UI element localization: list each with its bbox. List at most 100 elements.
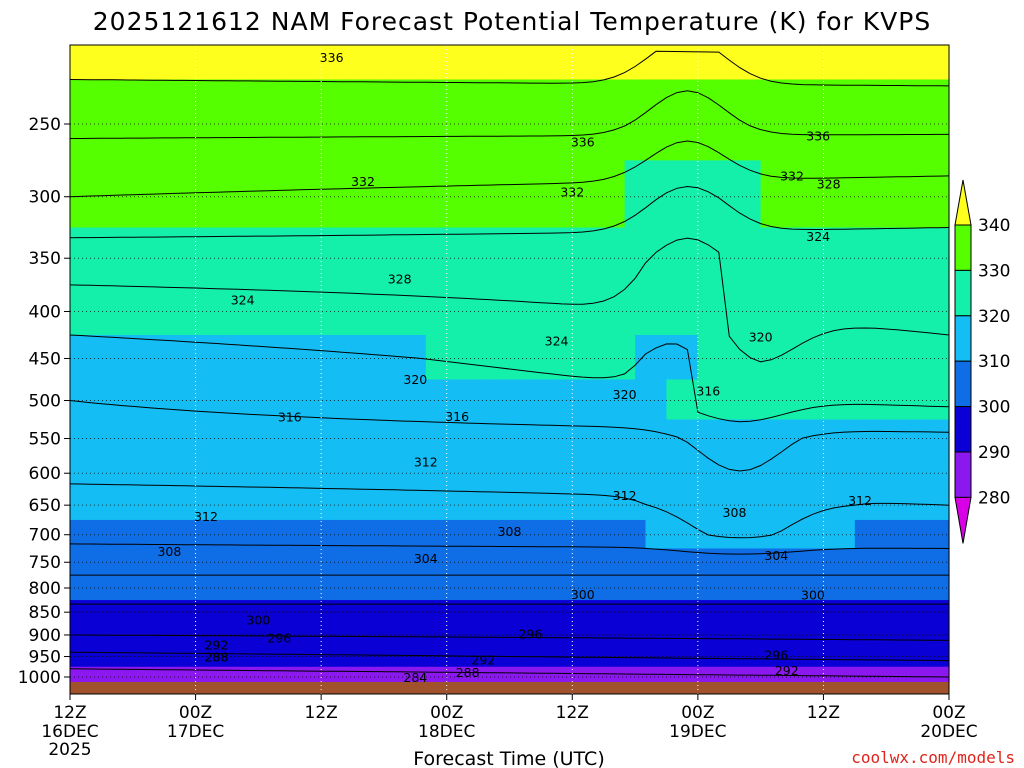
theta-cell (886, 284, 898, 336)
theta-cell (760, 284, 772, 336)
theta-cell (656, 79, 668, 161)
theta-cell (425, 79, 437, 161)
theta-cell (363, 334, 375, 381)
theta-cell (185, 160, 197, 229)
theta-cell (718, 548, 730, 576)
theta-cell (122, 489, 134, 521)
theta-cell (875, 419, 887, 457)
theta-cell (90, 227, 102, 286)
theta-cell (342, 645, 354, 668)
theta-cell (907, 379, 919, 421)
y-tick-label: 250 (29, 115, 61, 135)
theta-cell (394, 79, 406, 161)
theta-cell (802, 548, 814, 576)
theta-cell (331, 455, 343, 490)
theta-cell (185, 334, 197, 381)
theta-cell (656, 489, 668, 521)
theta-cell (645, 284, 657, 336)
theta-cell (247, 419, 259, 457)
theta-cell (247, 489, 259, 521)
theta-cell (896, 334, 908, 381)
theta-cell (268, 284, 280, 336)
theta-cell (708, 419, 720, 457)
theta-cell (708, 600, 720, 625)
theta-cell (614, 666, 626, 683)
theta-cell (226, 489, 239, 521)
theta-cell (509, 160, 521, 229)
theta-cell (164, 379, 176, 421)
theta-cell (635, 489, 647, 521)
theta-cell (226, 160, 239, 229)
theta-cell (928, 575, 940, 601)
theta-cell (153, 519, 165, 550)
theta-cell (530, 548, 542, 576)
theta-cell (143, 227, 155, 286)
theta-cell (875, 334, 887, 381)
theta-cell (750, 45, 762, 81)
theta-cell (488, 45, 500, 81)
theta-cell (331, 45, 343, 81)
theta-cell (70, 334, 82, 381)
x-tick-label: 00Z (681, 703, 714, 723)
y-tick-label: 400 (29, 302, 61, 322)
theta-cell (310, 623, 322, 647)
theta-cell (383, 666, 395, 683)
theta-cell (917, 666, 929, 683)
theta-cell (886, 419, 898, 457)
theta-cell (415, 548, 427, 576)
theta-cell (572, 284, 584, 336)
theta-cell (739, 419, 751, 457)
theta-cell (279, 548, 291, 576)
theta-cell (80, 79, 92, 161)
theta-cell (938, 79, 950, 161)
theta-cell (226, 379, 239, 421)
theta-cell (551, 600, 563, 625)
theta-cell (300, 623, 312, 647)
theta-cell (363, 455, 375, 490)
theta-cell (394, 227, 406, 286)
theta-cell (812, 666, 825, 683)
theta-cell (530, 419, 542, 457)
credit-text[interactable]: coolwx.com/models (851, 748, 1015, 767)
theta-cell (415, 489, 427, 521)
theta-cell (551, 455, 563, 490)
colorbar-segment (954, 360, 972, 408)
theta-cell (467, 600, 479, 625)
theta-cell (258, 45, 270, 81)
theta-cell (750, 79, 762, 161)
theta-cell (656, 623, 668, 647)
theta-cell (572, 455, 584, 490)
theta-cell (844, 575, 856, 601)
theta-cell (467, 45, 479, 81)
theta-cell (854, 284, 866, 336)
theta-cell (792, 160, 804, 229)
theta-cell (572, 548, 584, 576)
theta-cell (363, 575, 375, 601)
theta-cell (436, 160, 448, 229)
theta-cell (582, 45, 594, 81)
theta-cell (143, 666, 155, 683)
theta-cell (938, 455, 950, 490)
theta-cell (467, 227, 479, 286)
theta-cell (750, 334, 762, 381)
theta-cell (614, 575, 626, 601)
theta-cell (750, 419, 762, 457)
theta-cell (394, 455, 406, 490)
theta-cell (865, 45, 877, 81)
theta-cell (331, 334, 343, 381)
theta-cell (708, 455, 720, 490)
theta-cell (886, 160, 898, 229)
theta-cell (540, 227, 552, 286)
theta-cell (237, 45, 249, 81)
theta-cell (206, 489, 218, 521)
theta-cell (928, 284, 940, 336)
y-tick-label: 800 (29, 579, 61, 599)
theta-cell (153, 645, 165, 668)
theta-cell (582, 645, 594, 668)
theta-cell (415, 419, 427, 457)
theta-cell (342, 284, 354, 336)
theta-cell (247, 284, 259, 336)
theta-cell (132, 334, 144, 381)
theta-cell (519, 379, 532, 421)
theta-cell (90, 45, 102, 81)
